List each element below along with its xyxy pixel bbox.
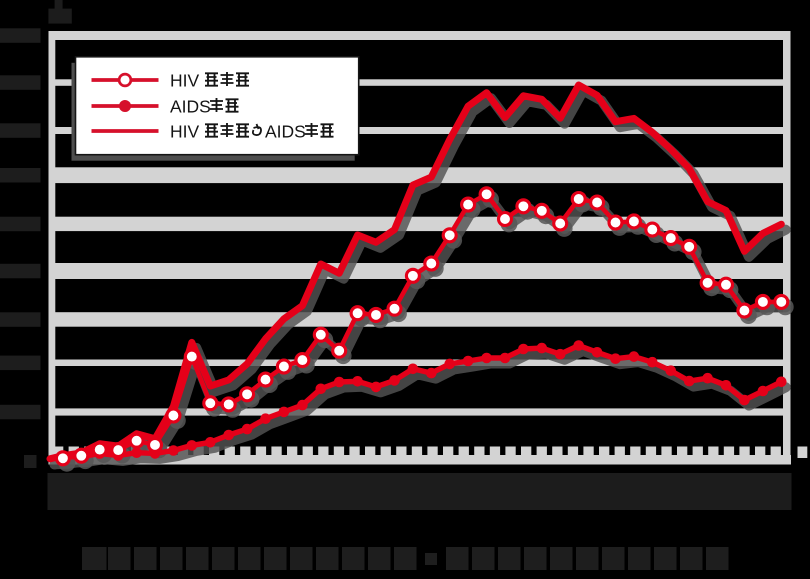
svg-text:AIDS: AIDS (170, 97, 211, 117)
svg-text:AIDS: AIDS (265, 122, 306, 142)
svg-text:HIV: HIV (170, 122, 200, 142)
svg-text:HIV: HIV (170, 71, 200, 91)
